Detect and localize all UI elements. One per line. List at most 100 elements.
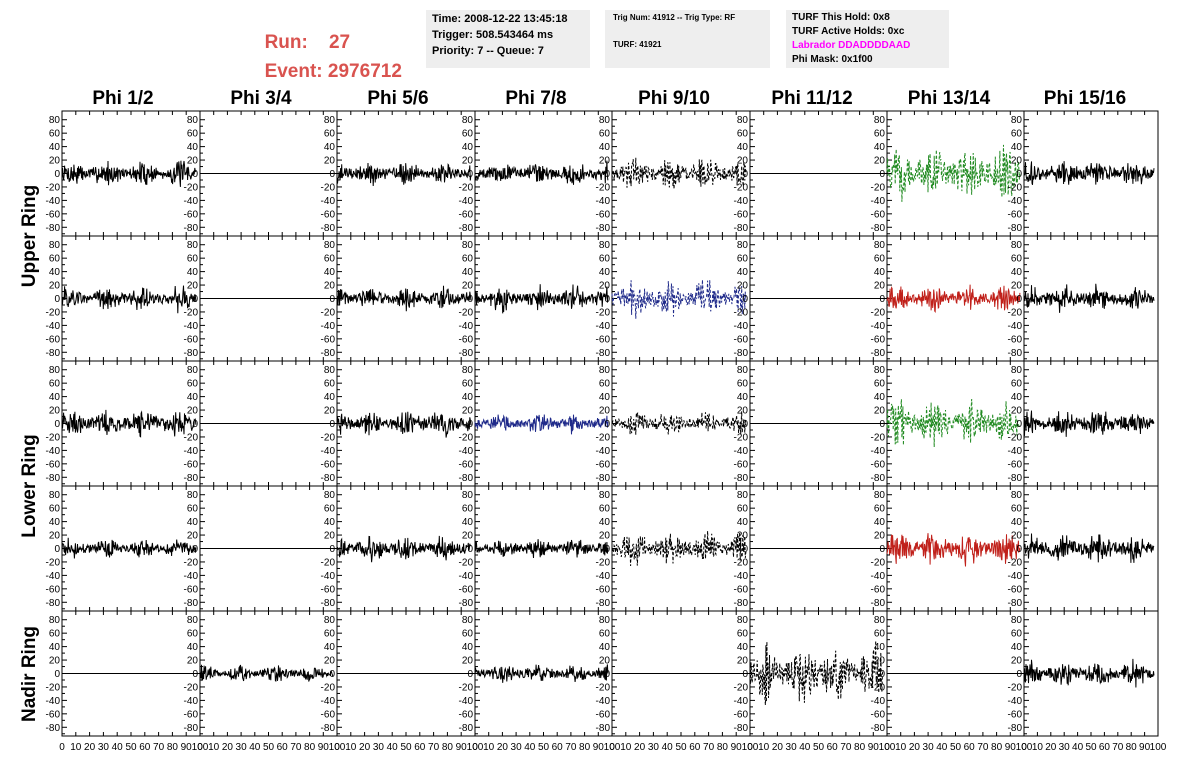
y-tick-label: -80 xyxy=(46,223,61,234)
y-tick-label: -20 xyxy=(871,557,886,568)
y-tick-label: -40 xyxy=(734,571,749,582)
y-tick-label: -20 xyxy=(1008,682,1023,693)
y-tick-label: 80 xyxy=(462,615,474,626)
y-tick-label: -60 xyxy=(321,459,336,470)
y-tick-label: 60 xyxy=(599,629,611,640)
y-tick-label: 60 xyxy=(324,254,336,265)
y-tick-label: 60 xyxy=(1011,254,1023,265)
turf-this-hold-text: TURF This Hold: 0x8 xyxy=(792,12,890,23)
y-tick-label: 80 xyxy=(187,240,199,251)
panel-r2-c4: -80 -60 -40 -20 0 20 40 60 80 xyxy=(596,360,751,487)
y-tick-label: 20 xyxy=(1011,656,1023,667)
y-tick-label: 40 xyxy=(599,517,611,528)
y-tick-label: -20 xyxy=(459,557,474,568)
x-tick-label: 0 xyxy=(884,742,890,753)
y-tick-label: -60 xyxy=(596,459,611,470)
run-value: 27 xyxy=(328,32,351,53)
y-tick-label: 20 xyxy=(1011,281,1023,292)
y-tick-label: -40 xyxy=(459,571,474,582)
y-tick-label: -80 xyxy=(596,723,611,734)
column-header-phi-5-6: Phi 5/6 xyxy=(367,88,429,109)
y-tick-label: 60 xyxy=(324,504,336,515)
turf-active-holds-text: TURF Active Holds: 0xc xyxy=(792,26,905,37)
panel-r1-c2: -80 -60 -40 -20 0 20 40 60 80 xyxy=(321,235,476,362)
x-tick-label: 60 xyxy=(827,742,839,753)
panel-frame xyxy=(886,110,1025,237)
y-tick-label: 40 xyxy=(187,392,199,403)
y-tick-label: 40 xyxy=(324,142,336,153)
x-tick-label: 0 xyxy=(747,742,753,753)
x-tick-label: 80 xyxy=(579,742,591,753)
y-tick-label: 40 xyxy=(1011,642,1023,653)
y-tick-label: -60 xyxy=(596,584,611,595)
y-tick-label: 20 xyxy=(874,406,886,417)
panel-r0-c6: -80 -60 -40 -20 0 20 40 60 80 xyxy=(871,110,1025,237)
y-tick-label: 0 xyxy=(742,669,748,680)
waveform-series xyxy=(1023,658,1155,688)
y-tick-label: -80 xyxy=(184,348,199,359)
y-tick-label: -40 xyxy=(871,571,886,582)
y-tick-label: 60 xyxy=(737,379,749,390)
y-tick-label: 0 xyxy=(1016,294,1022,305)
y-tick-label: -40 xyxy=(871,446,886,457)
y-tick-label: 0 xyxy=(192,419,198,430)
y-tick-label: -60 xyxy=(871,584,886,595)
panel-r2-c1: -80 -60 -40 -20 0 20 40 60 80 xyxy=(184,360,338,487)
panel-r4-c2: -80 -60 -40 -20 0 20 40 60 80 xyxy=(321,610,476,737)
waveform-series xyxy=(611,530,747,567)
y-tick-label: 60 xyxy=(49,379,61,390)
y-tick-label: 80 xyxy=(737,490,749,501)
y-tick-label: -40 xyxy=(596,446,611,457)
y-tick-label: 40 xyxy=(599,267,611,278)
y-tick-label: -40 xyxy=(46,571,61,582)
y-tick-label: -60 xyxy=(321,209,336,220)
y-tick-label: 40 xyxy=(599,142,611,153)
x-tick-label: 20 xyxy=(359,742,371,753)
y-tick-label: -40 xyxy=(734,196,749,207)
y-tick-label: -40 xyxy=(871,196,886,207)
y-tick-label: -80 xyxy=(321,598,336,609)
y-tick-label: -60 xyxy=(459,584,474,595)
y-tick-label: -80 xyxy=(1008,223,1023,234)
y-tick-label: -60 xyxy=(459,209,474,220)
turf-info-box: TURF This Hold: 0x8 TURF Active Holds: 0… xyxy=(786,10,949,68)
y-tick-label: 60 xyxy=(1011,504,1023,515)
y-tick-label: 60 xyxy=(737,504,749,515)
y-tick-label: -40 xyxy=(1008,571,1023,582)
y-tick-label: -60 xyxy=(46,459,61,470)
y-tick-label: -20 xyxy=(734,682,749,693)
panel-r2-c6: -80 -60 -40 -20 0 20 40 60 80 xyxy=(871,360,1025,487)
panel-r4-c0: -80 -60 -40 -20 0 20 40 60 80 xyxy=(46,610,201,737)
waveform-series xyxy=(886,398,1021,448)
x-tick-label: 30 xyxy=(1059,742,1071,753)
y-tick-label: 0 xyxy=(879,294,885,305)
panel-r1-c6: -80 -60 -40 -20 0 20 40 60 80 xyxy=(871,235,1025,362)
y-tick-label: 40 xyxy=(462,517,474,528)
panel-r0-c5: -80 -60 -40 -20 0 20 40 60 80 xyxy=(734,110,888,237)
y-tick-label: -40 xyxy=(321,696,336,707)
y-tick-label: -80 xyxy=(871,723,886,734)
y-tick-label: -60 xyxy=(871,709,886,720)
x-tick-label: 60 xyxy=(414,742,426,753)
y-tick-label: 80 xyxy=(874,365,886,376)
y-tick-label: -60 xyxy=(734,709,749,720)
y-tick-label: 60 xyxy=(737,629,749,640)
x-tick-label: 60 xyxy=(277,742,289,753)
run-label: Run: 27 xyxy=(264,32,351,53)
y-tick-label: 60 xyxy=(324,629,336,640)
y-tick-label: -20 xyxy=(46,557,61,568)
panel-r3-c5: -80 -60 -40 -20 0 20 40 60 80 xyxy=(734,485,888,612)
y-tick-label: 40 xyxy=(324,267,336,278)
y-tick-label: 20 xyxy=(874,656,886,667)
y-tick-label: 20 xyxy=(462,156,474,167)
panel-r3-c0: -80 -60 -40 -20 0 20 40 60 80 xyxy=(46,485,201,612)
panel-r4-c6: -80 -60 -40 -20 0 20 40 60 80 xyxy=(871,610,1025,737)
y-tick-label: -60 xyxy=(46,334,61,345)
y-tick-label: 20 xyxy=(874,156,886,167)
y-tick-label: 60 xyxy=(49,254,61,265)
y-tick-label: -80 xyxy=(1008,723,1023,734)
y-tick-label: -60 xyxy=(734,334,749,345)
y-tick-label: 60 xyxy=(49,129,61,140)
y-tick-label: -20 xyxy=(871,307,886,318)
y-tick-label: -40 xyxy=(184,696,199,707)
